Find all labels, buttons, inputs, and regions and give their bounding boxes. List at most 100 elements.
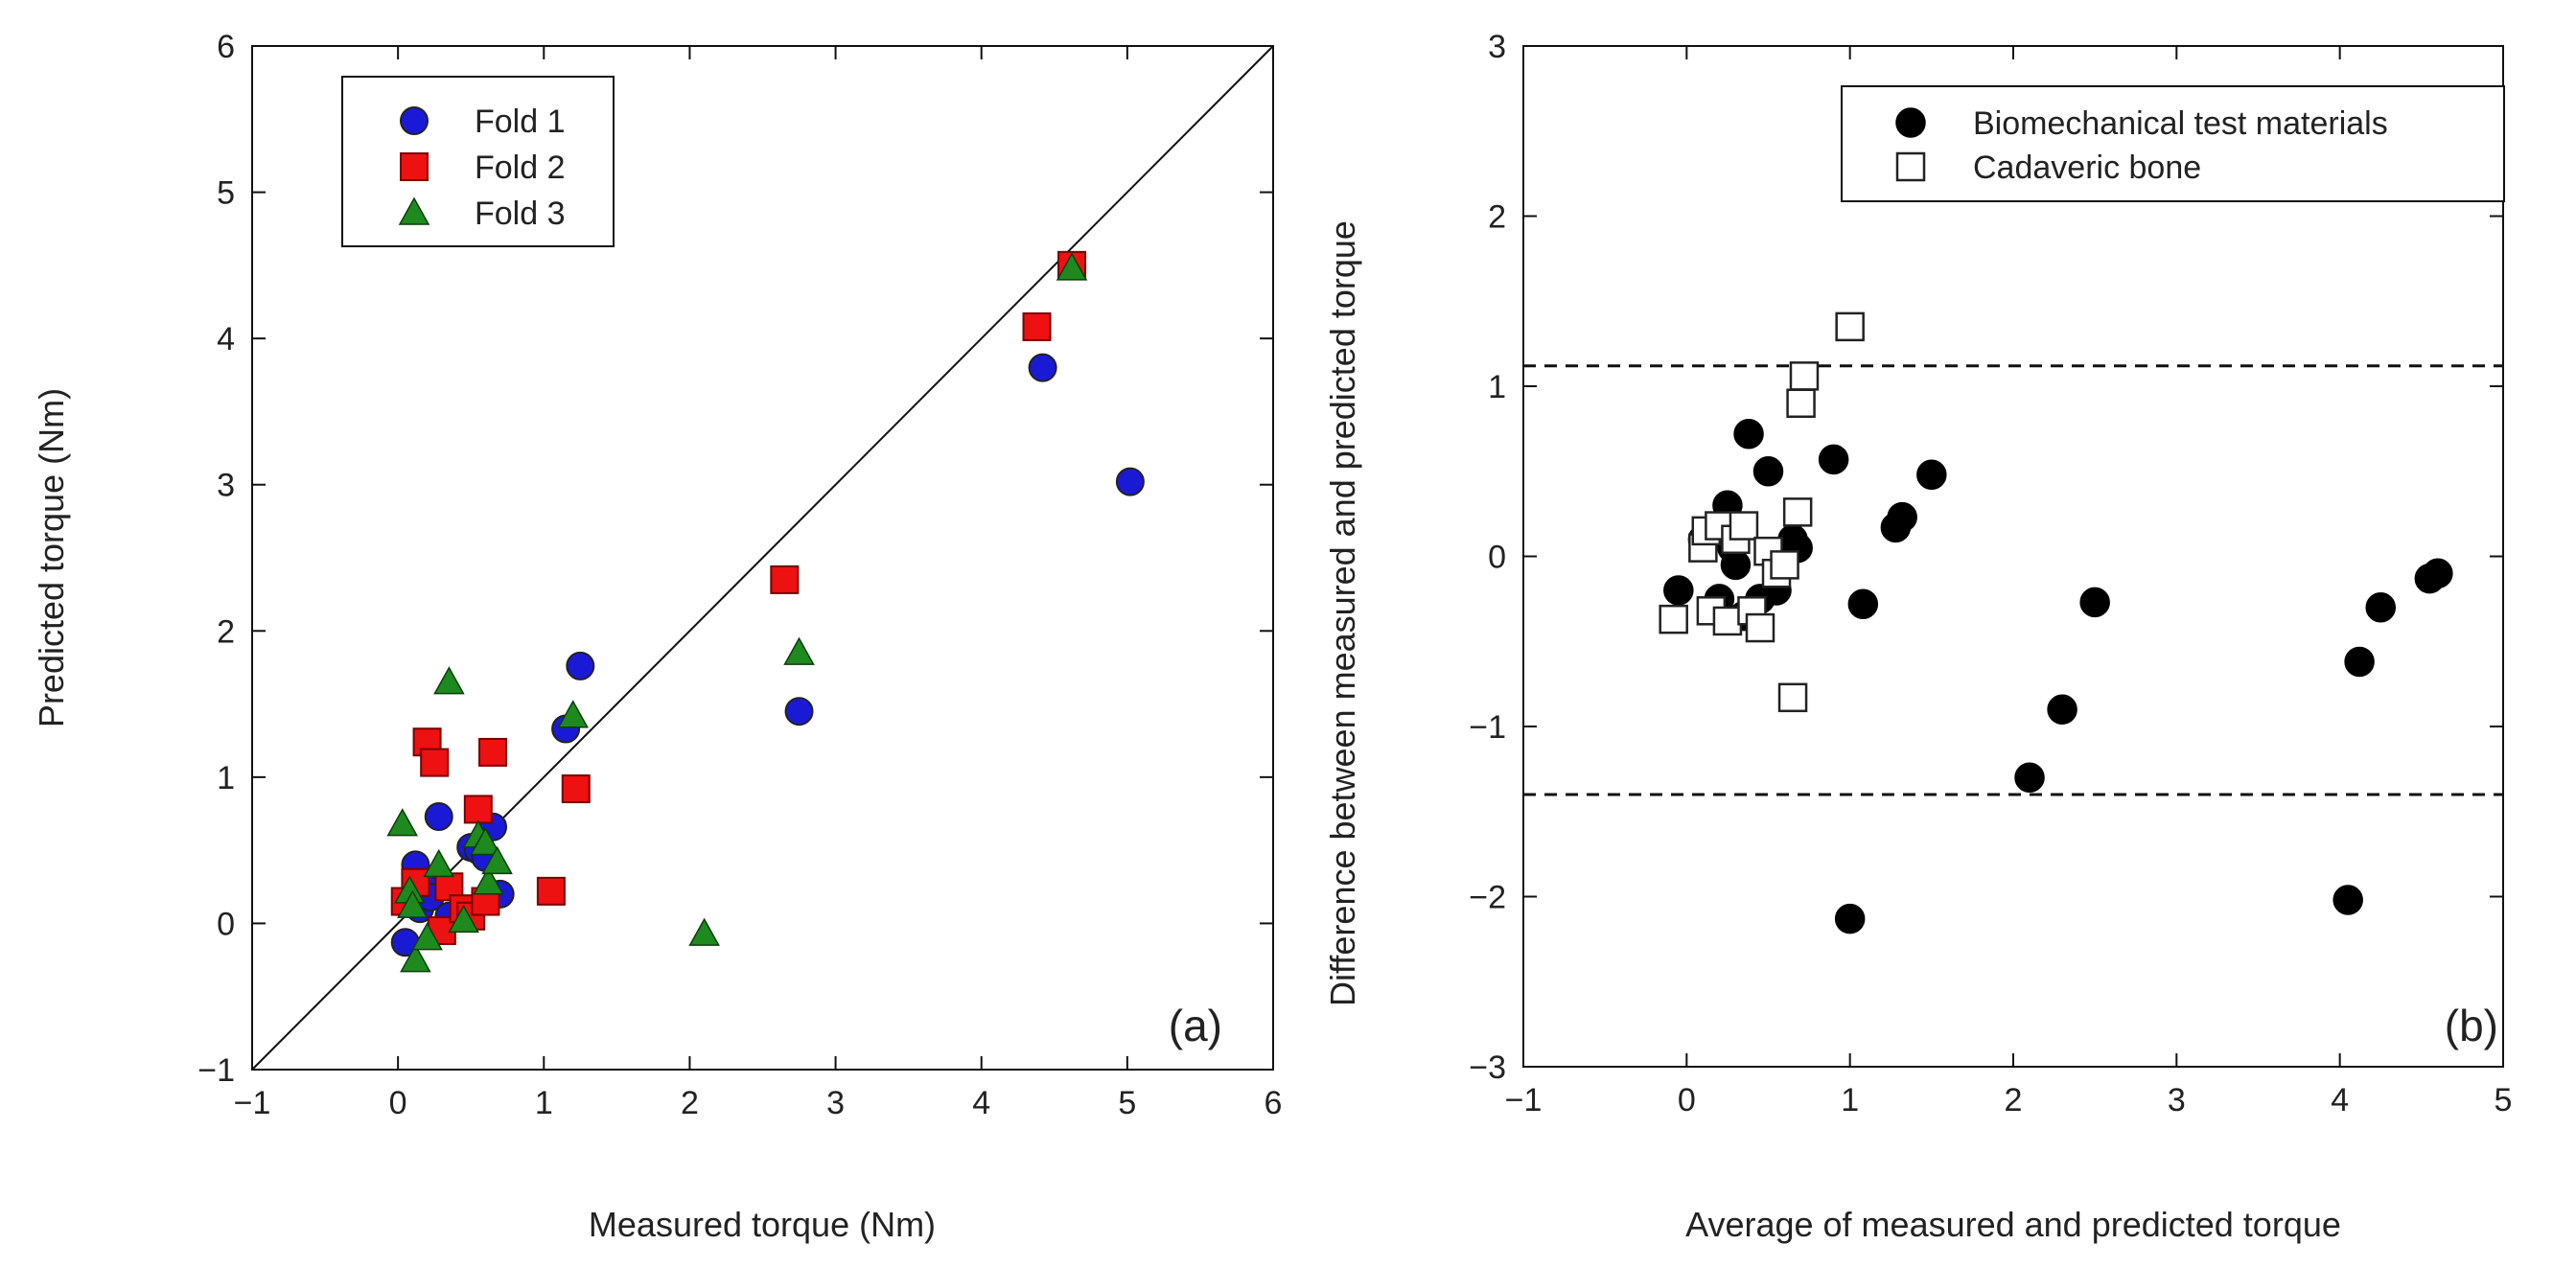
panel-b-x-tick-label: 0	[1678, 1082, 1696, 1118]
panel-b-x-tick-label: 4	[2331, 1082, 2349, 1118]
panel-a-legend-marker	[398, 196, 430, 225]
panel-b-data-point	[1916, 459, 1947, 491]
panel-a: −1 0 1 2 3 4 5 6 −1 0 1 2 3 4 5 6 (a) Measured torque …	[32, 29, 1282, 1244]
panel-a-legend-marker	[400, 106, 429, 135]
panel-a-label: (a)	[1169, 1001, 1222, 1050]
panel-b-data-point	[2332, 885, 2363, 915]
panel-a-data-point	[397, 889, 429, 918]
panel-b-data-point	[1729, 511, 1759, 541]
panel-a-data-point	[557, 700, 589, 728]
panel-a-y-tick-label: 6	[217, 29, 235, 65]
panel-b-x-tick-label: 1	[1841, 1082, 1859, 1118]
panel-a-data-point	[688, 917, 720, 946]
panel-a-y-tick-label: 4	[217, 321, 235, 357]
panel-a-x-tick-label: 2	[681, 1085, 699, 1121]
panel-b-data-point	[1847, 588, 1879, 619]
panel-b-legend-label: Biomechanical test materials	[1973, 105, 2388, 142]
panel-a-data-point	[433, 666, 465, 695]
panel-a-data-point	[420, 748, 450, 777]
panel-b-data-point	[1835, 311, 1865, 342]
panel-a-legend-box	[341, 76, 615, 247]
panel-a-y-tick-label: 5	[217, 175, 235, 212]
panel-b-data-point	[1733, 418, 1764, 450]
panel-b-legend-marker	[1895, 151, 1926, 182]
panel-a-legend: Fold 1 Fold 2 Fold 3	[341, 76, 615, 247]
panel-b-data-point	[1745, 612, 1775, 643]
panel-b-legend: Biomechanical test materials Cadaveric bo…	[1841, 85, 2505, 202]
panel-a-legend-label: Fold 3	[475, 196, 566, 232]
panel-a-data-point	[566, 651, 595, 680]
panel-b-y-tick-label: 3	[1488, 29, 1506, 65]
panel-a-data-point	[473, 866, 504, 895]
panel-a-data-point	[783, 636, 815, 665]
panel-a-x-tick-label: 0	[389, 1085, 407, 1121]
panel-a-data-point	[481, 845, 513, 875]
panel-b-data-point	[1887, 501, 1917, 533]
panel-a-y-tick-label: −1	[197, 1052, 235, 1089]
panel-b-data-point	[1712, 606, 1743, 636]
panel-b-data-point	[2365, 592, 2396, 623]
panel-b-x-tick-label: 3	[2168, 1082, 2186, 1118]
panel-b-data-point	[2014, 762, 2045, 793]
panel-a-x-tick-label: 1	[535, 1085, 553, 1121]
panel-b-data-point	[1659, 604, 1688, 634]
panel-a-data-point	[561, 774, 591, 804]
panel-b-y-tick-label: 1	[1488, 369, 1506, 405]
panel-a-y-tick-label: 2	[217, 613, 235, 650]
panel-a-data-point	[784, 697, 814, 726]
panel-b-series-2	[1659, 311, 1865, 713]
panel-b-data-point	[1720, 549, 1752, 581]
panel-a-data-point	[1022, 311, 1052, 341]
panel-a-data-point	[423, 848, 455, 878]
panel-a-x-axis-label: Measured torque (Nm)	[589, 1205, 936, 1244]
panel-b-data-point	[2344, 646, 2375, 678]
panel-a-data-point	[1028, 353, 1057, 382]
panel-a-x-tick-label: 6	[1265, 1085, 1283, 1121]
panel-a-data-point	[386, 808, 418, 837]
panel-b-y-axis-label: Difference between measured and predicte…	[1323, 220, 1362, 1006]
panel-a-legend-label: Fold 1	[475, 104, 566, 140]
panel-b-x-tick-label: −1	[1505, 1082, 1543, 1118]
panel-a-x-tick-label: −1	[234, 1085, 271, 1121]
panel-a-data-point	[770, 565, 800, 594]
panel-b-data-point	[2047, 694, 2077, 725]
panel-a-data-point	[448, 904, 479, 934]
panel-a-data-point	[536, 876, 566, 906]
panel-a-y-axis-label: Predicted torque (Nm)	[32, 388, 71, 727]
panel-b-x-tick-label: 5	[2495, 1082, 2513, 1118]
panel-b-data-point	[1834, 903, 1866, 934]
panel-a-data-point	[1056, 252, 1088, 281]
panel-a-series-3	[386, 252, 1088, 973]
panel-a-data-point	[463, 795, 493, 824]
panel-b-legend-label: Cadaveric bone	[1973, 150, 2201, 186]
panel-a-data-point	[411, 922, 443, 951]
panel-b-data-point	[2423, 558, 2453, 588]
panel-b-data-point	[1786, 388, 1816, 418]
panel-b-x-tick-label: 2	[2005, 1082, 2023, 1118]
panel-b: −1 0 1 2 3 4 5 −3 −2 −1 0 1 2 3 (b) Average of measu…	[1323, 29, 2512, 1244]
panel-b-data-point	[2079, 587, 2110, 618]
panel-a-plot-frame	[251, 45, 1274, 1071]
panel-b-data-point	[1818, 444, 1849, 475]
panel-b-legend-marker	[1895, 107, 1926, 138]
panel-a-y-tick-label: 3	[217, 468, 235, 504]
panel-b-y-tick-label: −2	[1469, 880, 1506, 916]
panel-a-data-point	[400, 944, 431, 973]
panel-a-x-tick-label: 3	[826, 1085, 845, 1121]
panel-a-data-point	[424, 802, 453, 832]
panel-a-y-tick-label: 0	[217, 906, 235, 942]
panel-b-y-tick-label: 0	[1488, 540, 1506, 576]
panel-b-data-point	[1663, 575, 1694, 606]
panel-b-data-point	[1770, 550, 1799, 580]
panel-b-x-axis-label: Average of measured and predicted torque	[1685, 1205, 2341, 1244]
panel-a-data-point	[470, 826, 501, 856]
panel-a-legend-marker	[400, 152, 429, 181]
panel-b-data-point	[1782, 497, 1813, 527]
panel-b-label: (b)	[2445, 1001, 2498, 1050]
panel-b-legend-box	[1841, 85, 2505, 202]
panel-a-y-tick-label: 1	[217, 760, 235, 796]
panel-a-legend-label: Fold 2	[475, 150, 566, 186]
panel-b-y-tick-label: 2	[1488, 199, 1506, 236]
panel-a-data-point	[478, 737, 508, 767]
